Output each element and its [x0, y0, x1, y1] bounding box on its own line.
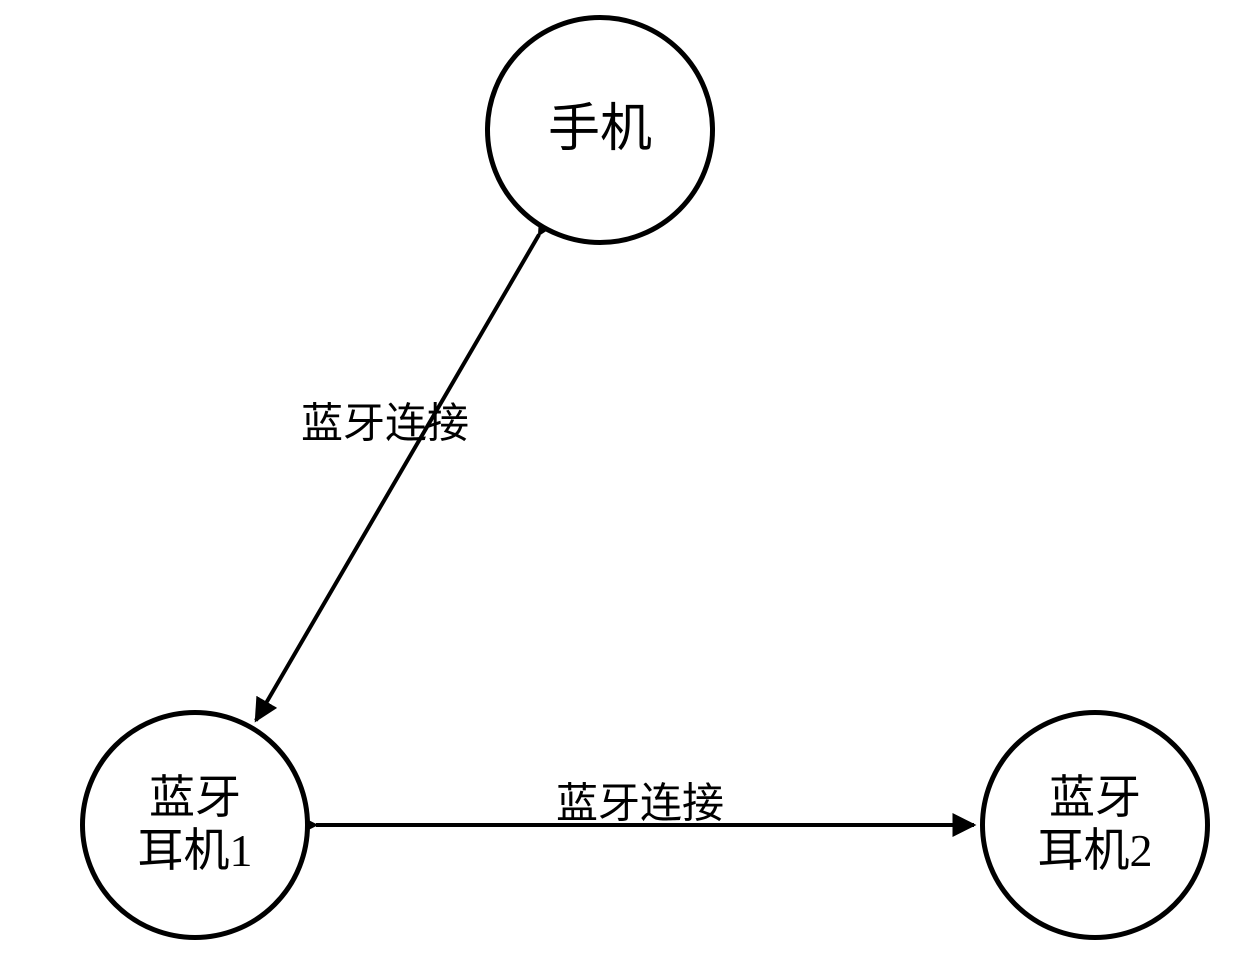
- node-earbud2-label: 蓝牙耳机2: [1038, 772, 1153, 878]
- node-phone: 手机: [485, 15, 715, 245]
- edge-label-0-text: 蓝牙连接: [301, 402, 469, 448]
- node-earbud1: 蓝牙耳机1: [80, 710, 310, 940]
- node-earbud2: 蓝牙耳机2: [980, 710, 1210, 940]
- diagram-canvas: 手机 蓝牙耳机1 蓝牙耳机2 蓝牙连接 蓝牙连接: [0, 0, 1240, 977]
- node-phone-label: 手机: [548, 100, 652, 160]
- edge-label-phone-earbud1: 蓝牙连接: [301, 390, 469, 451]
- edge-label-1-text: 蓝牙连接: [556, 782, 724, 828]
- node-earbud1-label: 蓝牙耳机1: [138, 772, 253, 878]
- edge-phone-earbud1: [256, 235, 539, 721]
- edge-label-earbud1-earbud2: 蓝牙连接: [556, 770, 724, 831]
